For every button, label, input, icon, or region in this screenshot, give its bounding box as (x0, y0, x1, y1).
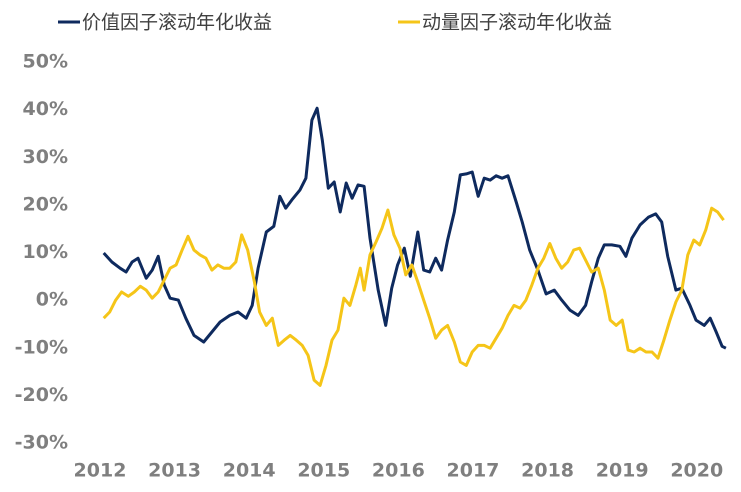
y-tick-label: 20% (23, 193, 68, 215)
y-tick-label: -20% (15, 384, 68, 406)
legend-label: 动量因子滚动年化收益 (422, 12, 612, 34)
y-tick-label: -30% (15, 432, 68, 454)
y-tick-label: 30% (23, 146, 68, 168)
x-tick-label: 2012 (74, 460, 127, 482)
y-tick-label: 40% (23, 98, 68, 120)
x-tick-label: 2015 (297, 460, 350, 482)
x-tick-label: 2018 (521, 460, 574, 482)
x-tick-label: 2017 (447, 460, 500, 482)
y-tick-label: -10% (15, 336, 68, 358)
legend-label: 价值因子滚动年化收益 (82, 12, 272, 34)
x-tick-label: 2020 (670, 460, 723, 482)
x-tick-label: 2013 (148, 460, 201, 482)
x-tick-label: 2019 (596, 460, 649, 482)
series-line (102, 106, 727, 350)
y-tick-label: 0% (36, 289, 68, 311)
x-tick-label: 2016 (372, 460, 425, 482)
series-line (102, 206, 725, 387)
y-tick-label: 10% (23, 241, 68, 263)
y-tick-label: 50% (23, 51, 68, 73)
x-tick-label: 2014 (223, 460, 276, 482)
